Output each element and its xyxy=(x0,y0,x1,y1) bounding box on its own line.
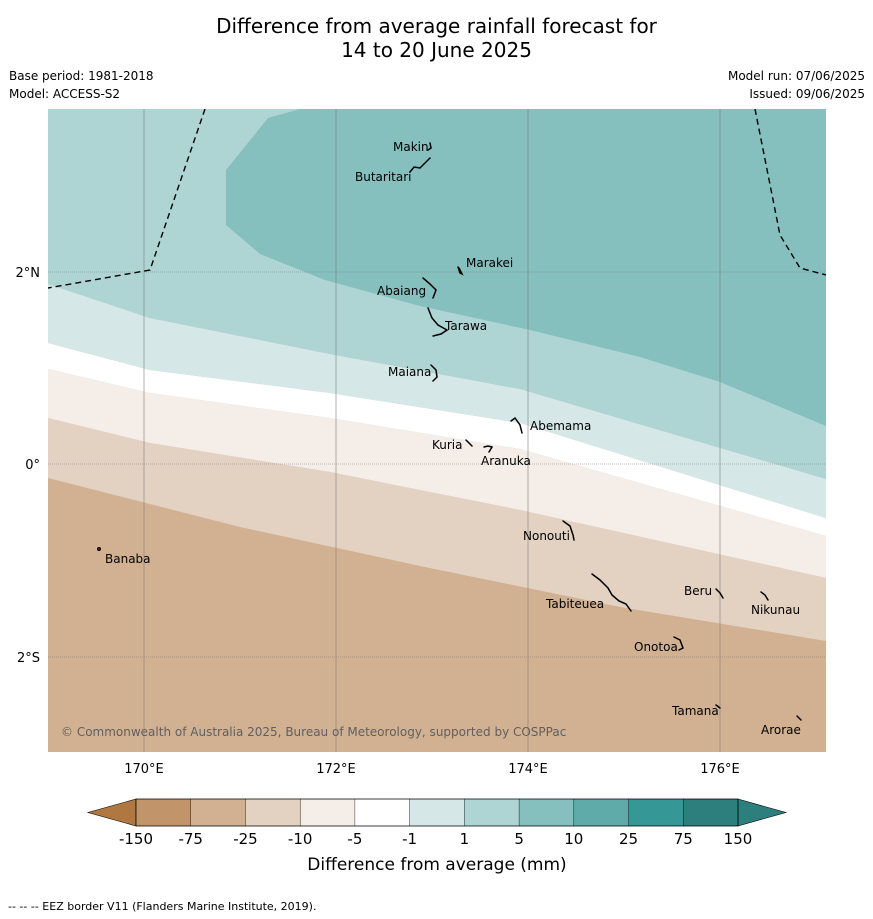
label-arorae: Arorae xyxy=(761,723,801,737)
colorbar-tick-label: -25 xyxy=(233,830,258,848)
eez-border xyxy=(48,109,826,289)
colorbar-tick-label: -75 xyxy=(178,830,203,848)
band-plus-1 xyxy=(48,284,826,518)
label-nonouti: Nonouti xyxy=(523,529,570,543)
lon-label-176e: 176°E xyxy=(700,762,740,777)
island-abaiang xyxy=(422,277,437,299)
colorbar-tick-label: -150 xyxy=(119,830,153,848)
colorbar-cell xyxy=(190,798,246,827)
colorbar-ticks: -150 -75 -25 -10 -5 -1 1 5 10 25 75 150 xyxy=(119,830,752,848)
lat-axis: 2°N 0° 2°S xyxy=(16,266,41,666)
island-tarawa xyxy=(427,307,449,337)
label-onotoa: Onotoa xyxy=(634,640,678,654)
model-name: Model: ACCESS-S2 xyxy=(9,87,121,101)
island-butaritari xyxy=(409,157,431,173)
label-maiana: Maiana xyxy=(388,365,431,379)
base-period: Base period: 1981-2018 xyxy=(9,69,154,83)
colorbar-tick-label: -10 xyxy=(288,830,313,848)
island-nikunau xyxy=(760,591,769,601)
colorbar-label: Difference from average (mm) xyxy=(307,855,566,875)
island-abemama xyxy=(510,416,523,434)
graticule xyxy=(48,109,826,752)
island-nonouti xyxy=(562,520,575,541)
lon-label-170e: 170°E xyxy=(124,762,164,777)
label-butaritari: Butaritari xyxy=(355,170,412,184)
island-aranuka xyxy=(483,445,494,453)
band-minus-10 xyxy=(48,418,826,641)
island-makin xyxy=(427,142,432,151)
copyright-notice: © Commonwealth of Australia 2025, Bureau… xyxy=(61,725,566,739)
lat-label-0: 0° xyxy=(25,458,40,473)
colorbar-cell xyxy=(573,798,630,827)
colorbar-tick-label: 25 xyxy=(619,830,638,848)
label-banaba: Banaba xyxy=(105,552,151,566)
band-near-zero xyxy=(48,343,826,536)
place-labels: Makin Butaritari Marakei Abaiang Tarawa … xyxy=(105,140,801,737)
colorbar-cell xyxy=(245,798,301,827)
colorbar-tick-label: 5 xyxy=(514,830,524,848)
island-banaba xyxy=(97,547,101,551)
colorbar-tick-label: 10 xyxy=(564,830,583,848)
island-beru xyxy=(715,588,724,599)
island-kuria xyxy=(465,439,473,447)
label-tamana: Tamana xyxy=(671,704,719,718)
colorbar-cell xyxy=(299,798,356,827)
model-run: Model run: 07/06/2025 xyxy=(727,69,865,83)
colorbar-tick-label: -1 xyxy=(402,830,417,848)
colorbar: -150 -75 -25 -10 -5 -1 1 5 10 25 75 150 Difference … xyxy=(86,798,788,875)
island-tamana xyxy=(715,704,721,709)
colorbar-cell xyxy=(683,798,739,827)
label-nikunau: Nikunau xyxy=(751,603,800,617)
island-maiana xyxy=(430,364,438,382)
colorbar-cell xyxy=(354,798,411,827)
eez-border-west xyxy=(48,109,206,289)
colorbar-arrow-high xyxy=(737,798,788,827)
eez-legend-note: -- -- -- EEZ border V11 (Flanders Marine… xyxy=(8,900,317,913)
label-beru: Beru xyxy=(684,584,712,598)
label-abaiang: Abaiang xyxy=(377,284,426,298)
band-plus-10 xyxy=(226,109,826,426)
title-line-2: 14 to 20 June 2025 xyxy=(341,38,532,62)
colorbar-cell xyxy=(409,798,465,827)
eez-border-east xyxy=(754,109,826,276)
label-abemama: Abemama xyxy=(530,419,591,433)
lat-label-2s: 2°S xyxy=(17,651,40,666)
colorbar-cell xyxy=(518,798,575,827)
colorbar-arrow-low xyxy=(86,798,137,827)
label-aranuka: Aranuka xyxy=(481,454,531,468)
contour-fill xyxy=(48,109,826,752)
island-onotoa xyxy=(673,636,684,651)
issued-date: Issued: 09/06/2025 xyxy=(749,87,865,101)
island-outlines xyxy=(97,142,802,721)
title-line-1: Difference from average rainfall forecas… xyxy=(216,14,657,38)
lat-label-2n: 2°N xyxy=(16,266,41,281)
colorbar-tick-label: -5 xyxy=(347,830,362,848)
island-arorae xyxy=(796,715,802,721)
colorbar-tick-label: 150 xyxy=(724,830,753,848)
label-tabiteuea: Tabiteuea xyxy=(545,597,604,611)
colorbar-cell xyxy=(135,798,192,827)
label-marakei: Marakei xyxy=(466,256,513,270)
island-tabiteuea xyxy=(591,573,632,612)
label-makin: Makin xyxy=(393,140,429,154)
label-kuria: Kuria xyxy=(432,438,463,452)
island-marakei xyxy=(457,266,464,276)
lon-label-174e: 174°E xyxy=(508,762,548,777)
colorbar-cells xyxy=(135,798,739,827)
colorbar-cell xyxy=(464,798,520,827)
colorbar-tick-label: 1 xyxy=(460,830,470,848)
label-tarawa: Tarawa xyxy=(444,319,487,333)
lon-label-172e: 172°E xyxy=(316,762,356,777)
band-minus-5 xyxy=(48,369,826,578)
colorbar-cell xyxy=(628,798,684,827)
colorbar-frame xyxy=(135,798,739,827)
colorbar-tick-label: 75 xyxy=(674,830,693,848)
lon-axis: 170°E 172°E 174°E 176°E xyxy=(124,762,740,777)
